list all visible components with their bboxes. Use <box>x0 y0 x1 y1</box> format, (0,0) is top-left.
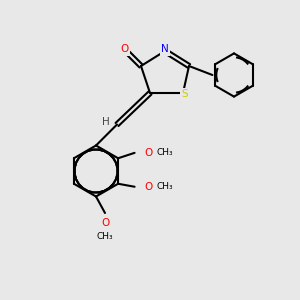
Text: O: O <box>120 44 129 55</box>
Text: CH₃: CH₃ <box>156 182 173 191</box>
Text: H: H <box>102 116 110 127</box>
Text: O: O <box>144 182 152 192</box>
Text: CH₃: CH₃ <box>156 148 173 157</box>
Text: S: S <box>181 89 188 100</box>
Text: N: N <box>161 44 169 55</box>
Text: O: O <box>101 218 109 229</box>
Text: O: O <box>144 148 152 158</box>
Text: CH₃: CH₃ <box>97 232 113 241</box>
